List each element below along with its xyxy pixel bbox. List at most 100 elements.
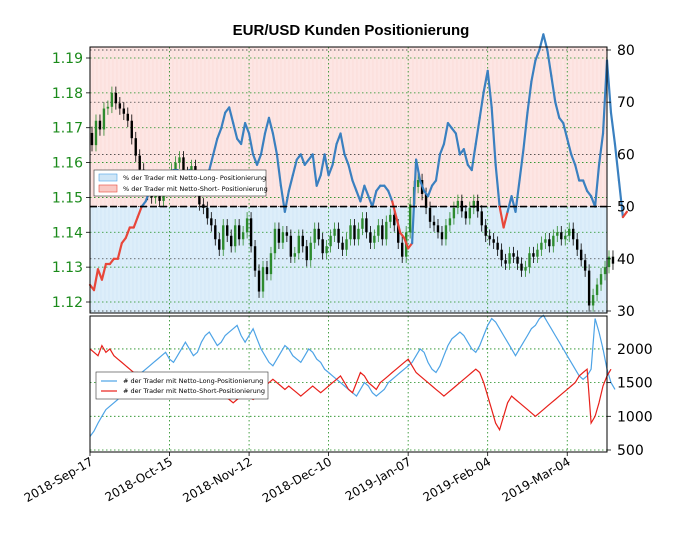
net-long-segment xyxy=(271,132,279,156)
net-long-segment xyxy=(319,153,326,177)
candle-body xyxy=(317,228,320,240)
net-long-segment xyxy=(609,111,617,146)
net-long-segment xyxy=(208,153,215,172)
candle-body xyxy=(226,225,229,236)
count-tick-label: 1500 xyxy=(617,376,653,392)
candle-body xyxy=(500,249,503,261)
net-short-segment xyxy=(92,268,100,292)
x-tick-label: 2019-Feb-04 xyxy=(421,454,494,504)
candle-body xyxy=(595,284,599,296)
left-tick-label: 1.14 xyxy=(52,225,83,241)
candle-body xyxy=(233,225,237,247)
candle-body xyxy=(401,242,404,257)
net-long-segment xyxy=(347,163,354,182)
candle-body xyxy=(575,239,579,250)
candle-body xyxy=(476,200,479,212)
candle-body xyxy=(508,253,511,264)
candle-body xyxy=(484,225,487,236)
candle-body xyxy=(98,120,102,130)
x-tick-label: 2018-Oct-15 xyxy=(103,454,175,504)
net-long-segment xyxy=(454,132,461,156)
candle-body xyxy=(313,228,316,243)
bottom-legend: # der Trader mit Netto-Long-Positionieru… xyxy=(95,371,269,400)
candle-body xyxy=(94,120,98,146)
candle-body xyxy=(257,270,261,292)
left-tick-label: 1.17 xyxy=(52,121,83,137)
net-long-segment xyxy=(462,148,469,166)
candle-body xyxy=(564,235,567,240)
candle-body xyxy=(337,228,340,243)
count-tick-label: 2000 xyxy=(617,342,653,358)
net-short-segment xyxy=(116,242,123,260)
x-tick-label: 2019-Jan-07 xyxy=(343,454,414,503)
x-tick-label: 2019-Mar-04 xyxy=(500,454,573,504)
candle-body xyxy=(349,225,352,240)
right-tick-label: 70 xyxy=(617,95,635,111)
net-long-segment xyxy=(474,116,481,146)
net-long-segment xyxy=(216,127,223,140)
candle-body xyxy=(285,232,289,236)
net-long-segment xyxy=(327,163,334,177)
candle-body xyxy=(305,246,308,261)
net-long-segment xyxy=(323,153,330,177)
candle-body xyxy=(468,207,472,219)
x-axis: 2018-Sep-17 2018-Oct-15 2018-Nov-12 2018-De… xyxy=(22,452,573,505)
candle-body xyxy=(583,260,587,271)
candle-body xyxy=(297,235,300,254)
candle-body xyxy=(90,132,94,146)
candle-body xyxy=(106,106,110,109)
net-long-segment xyxy=(247,132,255,156)
net-short-segment xyxy=(100,262,108,281)
right-tick-label: 50 xyxy=(617,200,635,216)
right-tick-label: 80 xyxy=(617,43,635,59)
candle-body xyxy=(428,207,432,222)
candle-body xyxy=(114,92,118,104)
left-tick-label: 1.12 xyxy=(52,295,83,311)
candle-body xyxy=(210,218,213,226)
candle-body xyxy=(568,228,571,236)
candle-body xyxy=(178,157,181,163)
candle-body xyxy=(440,232,444,240)
candle-body xyxy=(464,211,468,219)
candle-body xyxy=(329,235,332,247)
candle-body xyxy=(273,228,277,254)
candle-body xyxy=(436,225,440,233)
net-long-segment xyxy=(518,148,525,182)
net-long-segment xyxy=(566,137,573,156)
candle-body xyxy=(599,274,603,285)
net-long-segment xyxy=(434,153,442,182)
candle-body xyxy=(130,120,133,139)
net-long-segment xyxy=(597,132,605,166)
x-tick-label: 2018-Dec-10 xyxy=(260,454,334,505)
net-long-segment xyxy=(486,69,493,109)
net-long-segment xyxy=(546,48,553,78)
legend-short-swatch xyxy=(98,184,118,193)
top-legend: % der Trader mit Netto-Long- Positionier… xyxy=(93,169,268,197)
candle-body xyxy=(261,267,265,292)
net-long-segment xyxy=(359,184,366,203)
net-long-segment xyxy=(363,184,370,198)
candle-body xyxy=(472,200,475,208)
candle-body xyxy=(214,225,217,240)
candle-body xyxy=(333,228,336,236)
candle-body xyxy=(126,113,129,121)
candle-body xyxy=(357,228,360,240)
candle-body xyxy=(341,242,344,250)
net-long-segment xyxy=(311,153,318,187)
candle-body xyxy=(265,267,269,275)
candle-body xyxy=(611,256,615,264)
candle-body xyxy=(416,180,420,187)
net-short-segment xyxy=(395,215,402,234)
net-long-segment xyxy=(232,121,239,140)
top-legend-box xyxy=(93,169,267,197)
right-tick-label: 40 xyxy=(617,252,635,268)
count-tick-label: 1000 xyxy=(617,409,653,425)
candle-body xyxy=(607,256,611,268)
net-long-segment xyxy=(415,158,422,182)
candle-body xyxy=(448,218,452,226)
net-long-segment xyxy=(506,195,513,213)
net-long-segment xyxy=(220,111,227,130)
legend-long-count-label: # der Trader mit Netto-Long-Positionieru… xyxy=(123,377,263,385)
